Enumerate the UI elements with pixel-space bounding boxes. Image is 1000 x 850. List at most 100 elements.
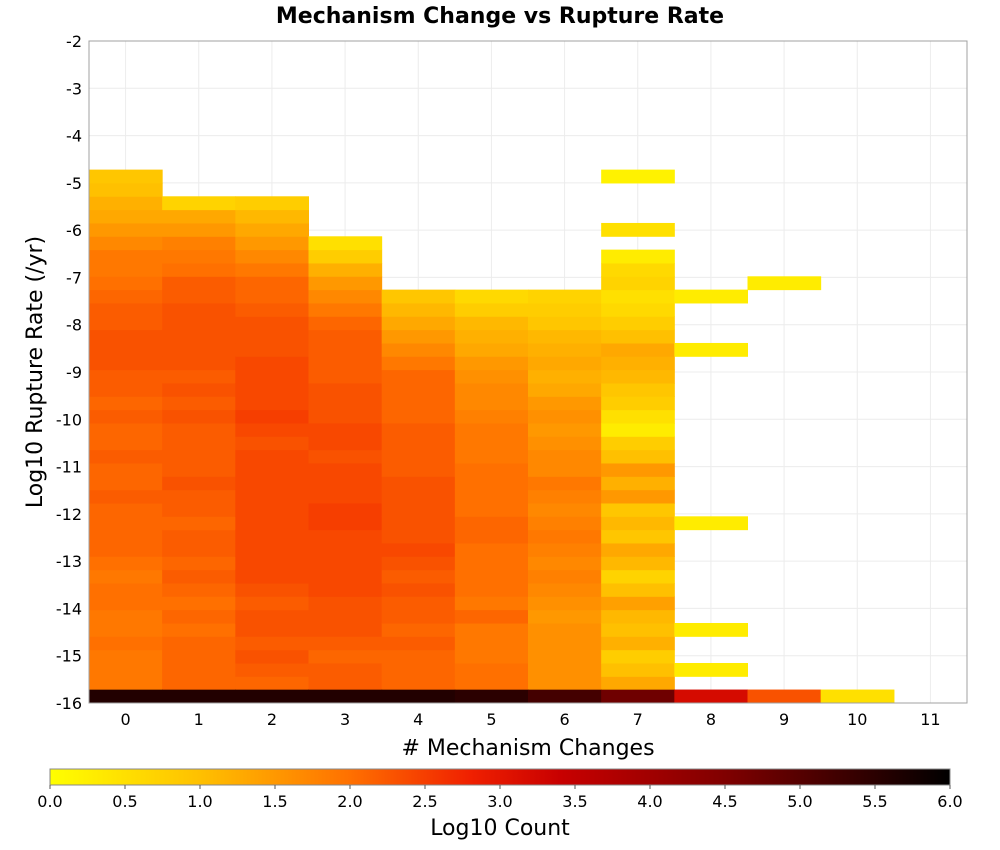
heatmap-cell bbox=[528, 596, 602, 611]
heatmap-cell bbox=[162, 449, 236, 464]
heatmap-cell bbox=[308, 502, 383, 517]
heatmap-cell bbox=[162, 596, 236, 611]
y-tick-label: -9 bbox=[66, 363, 82, 382]
heatmap-cell bbox=[308, 489, 383, 504]
heatmap-cell bbox=[162, 649, 236, 664]
colorbar-tick-label: 0.5 bbox=[112, 792, 137, 811]
heatmap-cell bbox=[89, 489, 163, 504]
heatmap-cell bbox=[89, 356, 163, 371]
heatmap-cell bbox=[528, 689, 602, 703]
heatmap-cell bbox=[235, 222, 309, 237]
heatmap-cell bbox=[162, 662, 236, 677]
heatmap-cell bbox=[381, 356, 456, 371]
heatmap-cell bbox=[601, 689, 675, 703]
heatmap-cell bbox=[162, 476, 236, 491]
colorbar-tick-label: 3.5 bbox=[562, 792, 587, 811]
heatmap-cell bbox=[381, 649, 456, 664]
heatmap-cell bbox=[454, 529, 529, 544]
heatmap-cell bbox=[308, 662, 383, 677]
heatmap-cell bbox=[162, 276, 236, 291]
heatmap-cell bbox=[89, 302, 163, 317]
heatmap-cell bbox=[454, 649, 529, 664]
heatmap-cell bbox=[381, 462, 456, 477]
heatmap-cell bbox=[162, 236, 236, 251]
heatmap-cell bbox=[747, 689, 822, 703]
y-tick-label: -3 bbox=[66, 79, 82, 98]
heatmap-cell bbox=[528, 409, 602, 424]
heatmap-cell bbox=[162, 636, 236, 651]
heatmap-cell bbox=[308, 316, 383, 331]
heatmap-cell bbox=[162, 342, 236, 357]
heatmap-cell bbox=[454, 356, 529, 371]
heatmap-cell bbox=[89, 236, 163, 251]
heatmap-cell bbox=[235, 356, 309, 371]
heatmap-cell bbox=[162, 676, 236, 691]
heatmap-cell bbox=[454, 369, 529, 384]
heatmap-cell bbox=[454, 569, 529, 584]
heatmap-cell bbox=[308, 249, 383, 264]
heatmap-cell bbox=[162, 249, 236, 264]
heatmap-cell bbox=[162, 569, 236, 584]
heatmap-cell bbox=[528, 422, 602, 437]
heatmap-cell bbox=[89, 182, 163, 197]
heatmap-cell bbox=[89, 262, 163, 277]
heatmap-cell bbox=[162, 556, 236, 571]
heatmap-cell bbox=[308, 396, 383, 411]
heatmap-cell bbox=[528, 516, 602, 531]
heatmap-cell bbox=[381, 502, 456, 517]
colorbar-tick-label: 5.5 bbox=[862, 792, 887, 811]
y-tick-label: -5 bbox=[66, 174, 82, 193]
heatmap-cell bbox=[601, 569, 675, 584]
colorbar-tick-label: 0.0 bbox=[37, 792, 62, 811]
heatmap-cell bbox=[454, 489, 529, 504]
heatmap-cell bbox=[454, 516, 529, 531]
heatmap-cell bbox=[89, 596, 163, 611]
heatmap-cell bbox=[162, 436, 236, 451]
heatmap-cell bbox=[89, 382, 163, 397]
heatmap-cell bbox=[235, 462, 309, 477]
heatmap-cell bbox=[89, 462, 163, 477]
heatmap-cell bbox=[308, 276, 383, 291]
heatmap-cell bbox=[674, 342, 748, 357]
heatmap-cell bbox=[528, 396, 602, 411]
heatmap-cell bbox=[381, 569, 456, 584]
heatmap-cell bbox=[601, 662, 675, 677]
heatmap-cell bbox=[89, 249, 163, 264]
heatmap-cell bbox=[601, 609, 675, 624]
colorbar-tick-label: 4.5 bbox=[712, 792, 737, 811]
x-tick-label: 11 bbox=[920, 710, 940, 729]
heatmap-cell bbox=[308, 369, 383, 384]
heatmap-cell bbox=[601, 596, 675, 611]
heatmap-cell bbox=[89, 369, 163, 384]
heatmap-cell bbox=[454, 476, 529, 491]
heatmap-cell bbox=[235, 622, 309, 637]
heatmap-cell bbox=[162, 289, 236, 304]
colorbar-label: Log10 Count bbox=[430, 816, 570, 841]
y-axis-ticks: -2 -3 -4 -5 -6 -7 -8 -9 -10 -11 -12 -13 -14 -15 -16 bbox=[56, 32, 82, 713]
heatmap-cell bbox=[528, 569, 602, 584]
x-tick-label: 4 bbox=[413, 710, 423, 729]
heatmap-cell bbox=[528, 529, 602, 544]
heatmap-cell bbox=[162, 462, 236, 477]
heatmap-cell bbox=[308, 342, 383, 357]
y-tick-label: -13 bbox=[56, 552, 82, 571]
heatmap-cell bbox=[89, 636, 163, 651]
heatmap-cell bbox=[381, 449, 456, 464]
heatmap-cell bbox=[601, 436, 675, 451]
heatmap-cell bbox=[308, 329, 383, 344]
heatmap-cell bbox=[454, 502, 529, 517]
heatmap-cell bbox=[89, 542, 163, 557]
heatmap-cell bbox=[381, 689, 456, 703]
heatmap-cell bbox=[601, 276, 675, 291]
heatmap-cell bbox=[162, 369, 236, 384]
heatmap-cell bbox=[235, 369, 309, 384]
heatmap-cell bbox=[381, 396, 456, 411]
heatmap-cell bbox=[454, 622, 529, 637]
heatmap-cell bbox=[89, 449, 163, 464]
x-tick-label: 10 bbox=[847, 710, 867, 729]
heatmap-cell bbox=[381, 529, 456, 544]
heatmap-cell bbox=[89, 422, 163, 437]
y-tick-label: -16 bbox=[56, 694, 82, 713]
heatmap-cell bbox=[528, 302, 602, 317]
heatmap-cell bbox=[601, 222, 675, 237]
